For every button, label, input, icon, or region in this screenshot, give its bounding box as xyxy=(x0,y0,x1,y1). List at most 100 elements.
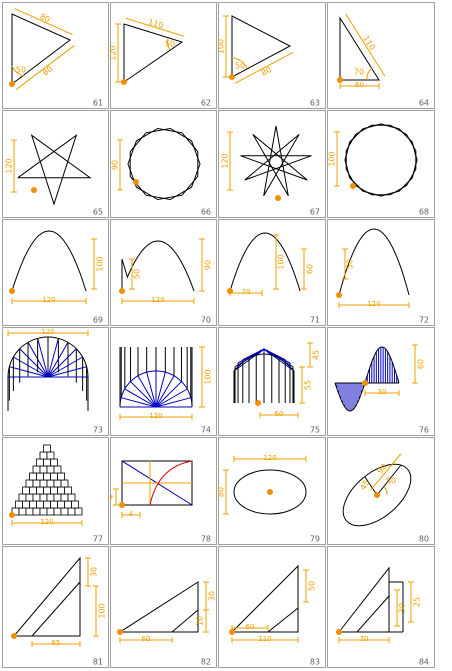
radial-line xyxy=(19,348,49,378)
exercise-number: 61 xyxy=(93,99,103,108)
triangle-figure xyxy=(339,16,380,81)
brick xyxy=(57,486,65,495)
brick xyxy=(43,458,51,467)
start-point xyxy=(9,288,15,294)
start-point xyxy=(121,79,127,85)
cell-border xyxy=(2,110,109,218)
dimension-label: 4 xyxy=(129,510,134,518)
brick xyxy=(39,465,48,474)
figure-group: 30 10 60 xyxy=(117,581,217,643)
angle-arc xyxy=(366,67,373,81)
brick xyxy=(39,493,48,502)
radial-line xyxy=(155,372,166,408)
cell-border xyxy=(218,110,326,218)
radial-line xyxy=(47,342,69,378)
exercise-cell-78: 4478 xyxy=(110,437,217,545)
exercise-number: 71 xyxy=(310,316,320,325)
figure-group: 90 xyxy=(111,127,201,201)
brick xyxy=(36,486,44,495)
brick xyxy=(43,486,51,495)
brick xyxy=(46,479,55,488)
exercise-cell-76: 60 30 76 xyxy=(327,327,435,436)
dimension-line xyxy=(370,453,402,491)
exercise-number: 72 xyxy=(419,316,429,325)
exercise-cell-63: 100 80 50 63 xyxy=(218,2,326,109)
ellipse-figure xyxy=(233,469,307,515)
dimension-label: 120 xyxy=(40,518,53,526)
brick xyxy=(57,472,65,481)
exercise-number: 67 xyxy=(310,208,320,217)
radial-line xyxy=(47,366,87,378)
dimension-label: 50 xyxy=(16,66,26,75)
dimension-label: 50 xyxy=(165,40,175,49)
curve-figure xyxy=(149,460,193,506)
dimension-label: 100 xyxy=(204,369,213,384)
dimension-label: 80 xyxy=(260,65,273,78)
cell-border xyxy=(327,2,435,109)
dimension-label: 100 xyxy=(277,254,286,269)
brick xyxy=(53,465,62,474)
radial-line xyxy=(47,348,77,378)
exercise-number: 70 xyxy=(201,316,211,325)
dimension-label: 60 xyxy=(306,264,315,274)
dimension-label: 50 xyxy=(235,62,245,71)
start-point xyxy=(119,502,125,508)
exercise-cell-66: 90 66 xyxy=(110,110,217,218)
start-point xyxy=(31,187,37,193)
start-point xyxy=(229,74,235,80)
start-point xyxy=(9,512,15,518)
start-point xyxy=(362,380,368,386)
exercise-cell-75: 45 55 60 75 xyxy=(218,327,326,436)
exercise-number: 65 xyxy=(93,208,103,217)
start-point xyxy=(336,292,342,298)
brick xyxy=(22,500,30,509)
dimension-label: 50 xyxy=(346,259,355,269)
brick xyxy=(64,486,72,495)
brick xyxy=(53,479,62,488)
exercise-number: 66 xyxy=(201,208,211,217)
inner-line xyxy=(267,607,299,633)
dimension-label: 120 xyxy=(41,328,54,336)
triangle-figure xyxy=(123,23,184,83)
radial-line xyxy=(155,397,191,408)
dimension-label: 65 xyxy=(52,639,61,647)
figure-group: 100 xyxy=(328,123,418,197)
brick xyxy=(29,500,37,509)
radial-line xyxy=(155,381,182,408)
triangle-figure xyxy=(231,15,292,78)
cell-border xyxy=(218,546,326,668)
dimension-line xyxy=(15,45,75,90)
brick xyxy=(46,451,55,460)
dimension-line xyxy=(14,8,73,35)
figure-group: 100 120 xyxy=(119,346,213,420)
brick xyxy=(29,486,37,495)
exercise-number: 77 xyxy=(93,535,103,544)
dimension-label: 110 xyxy=(258,635,271,643)
start-point xyxy=(337,77,343,83)
exercise-cell-70: 50 90 120 70 xyxy=(110,219,217,326)
brick xyxy=(60,479,69,488)
triangle-figure xyxy=(230,564,299,633)
dimension-label: 120 xyxy=(42,296,55,304)
exercise-number: 69 xyxy=(93,316,103,325)
figure-group: 100 80 50 xyxy=(218,15,294,84)
radial-line xyxy=(9,366,49,378)
polygon-figure xyxy=(345,124,417,196)
dimension-label: 110 xyxy=(147,17,164,30)
dimension-label: 120 xyxy=(149,412,162,420)
dimension-line xyxy=(125,17,184,37)
brick xyxy=(53,493,62,502)
dimension-label: 70 xyxy=(360,635,369,643)
brick xyxy=(67,493,76,502)
exercise-cell-71: 100 60 70 71 xyxy=(218,219,326,326)
dimension-label: 90 xyxy=(204,260,213,270)
dimension-label: 30 xyxy=(398,603,407,613)
wave-figure xyxy=(364,346,400,384)
cell-border xyxy=(327,546,435,668)
brick xyxy=(36,500,44,509)
cell-border xyxy=(110,437,217,545)
exercise-cell-82: 30 10 60 82 xyxy=(110,546,217,668)
cell-border xyxy=(110,110,217,218)
figure-group: 45 55 60 xyxy=(233,342,321,418)
